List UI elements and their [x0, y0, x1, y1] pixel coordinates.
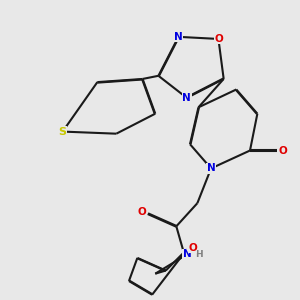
- Text: S: S: [58, 127, 67, 136]
- Text: H: H: [195, 250, 203, 259]
- Text: N: N: [183, 249, 192, 259]
- Text: O: O: [188, 243, 197, 253]
- Text: N: N: [174, 32, 183, 42]
- Text: N: N: [207, 164, 215, 173]
- Text: O: O: [279, 146, 287, 155]
- Text: O: O: [214, 34, 223, 44]
- Text: O: O: [137, 207, 146, 217]
- Text: N: N: [182, 93, 191, 103]
